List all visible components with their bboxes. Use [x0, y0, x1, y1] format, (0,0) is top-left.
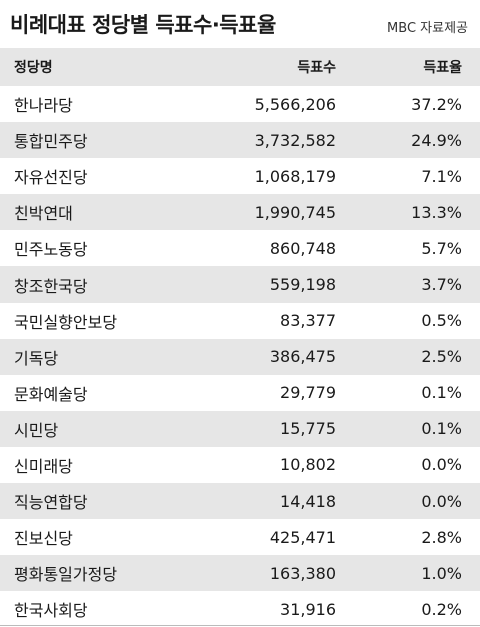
vote-rate: 24.9% — [411, 130, 462, 150]
party-name: 통합민주당 — [14, 132, 88, 152]
vote-count: 10,802 — [280, 455, 336, 475]
table-row: 국민실향안보당 83,377 0.5% — [0, 303, 480, 339]
table-row: 평화통일가정당 163,380 1.0% — [0, 555, 480, 592]
table-header-row: 정당명 득표수 득표율 — [0, 48, 480, 86]
party-name: 국민실향안보당 — [14, 312, 118, 332]
vote-rate: 0.2% — [421, 599, 462, 619]
table-row: 직능연합당 14,418 0.0% — [0, 483, 480, 520]
table-row: 민주노동당 860,748 5.7% — [0, 230, 480, 266]
party-name: 문화예술당 — [14, 384, 88, 404]
party-name: 진보신당 — [14, 529, 73, 549]
vote-rate: 5.7% — [421, 238, 462, 258]
vote-count: 14,418 — [280, 491, 336, 511]
column-header-votes: 득표수 — [297, 60, 336, 76]
vote-count: 15,775 — [280, 419, 336, 439]
table-row: 시민당 15,775 0.1% — [0, 410, 480, 447]
table-row: 통합민주당 3,732,582 24.9% — [0, 122, 480, 159]
vote-count: 425,471 — [269, 527, 336, 547]
vote-count: 163,380 — [269, 563, 336, 583]
page-title: 비례대표 정당별 득표수·득표율 — [10, 13, 276, 37]
column-header-party: 정당명 — [14, 60, 53, 76]
header: 비례대표 정당별 득표수·득표율 MBC 자료제공 — [0, 0, 480, 46]
vote-rate: 0.0% — [421, 455, 462, 475]
party-name: 친박연대 — [14, 204, 73, 224]
vote-count: 3,732,582 — [254, 130, 336, 150]
table-row: 기독당 386,475 2.5% — [0, 338, 480, 375]
table-row: 창조한국당 559,198 3.7% — [0, 266, 480, 303]
column-header-rate: 득표율 — [423, 60, 462, 76]
vote-count: 386,475 — [269, 347, 336, 367]
table-row: 문화예술당 29,779 0.1% — [0, 375, 480, 411]
party-name: 한국사회당 — [14, 601, 88, 621]
table-row: 친박연대 1,990,745 13.3% — [0, 194, 480, 231]
vote-rate: 3.7% — [421, 275, 462, 295]
vote-rate: 0.1% — [421, 419, 462, 439]
table-row: 한국사회당 31,916 0.2% — [0, 591, 480, 627]
table-row: 진보신당 425,471 2.8% — [0, 519, 480, 555]
vote-count: 559,198 — [269, 275, 336, 295]
party-name: 직능연합당 — [14, 493, 88, 513]
table-row: 신미래당 10,802 0.0% — [0, 447, 480, 483]
vote-count: 5,566,206 — [254, 94, 336, 114]
vote-rate: 37.2% — [411, 94, 462, 114]
results-table: 정당명 득표수 득표율 한나라당 5,566,206 37.2% 통합민주당 3… — [0, 48, 480, 627]
vote-count: 29,779 — [280, 383, 336, 403]
vote-count: 1,990,745 — [254, 202, 336, 222]
vote-count: 860,748 — [269, 238, 336, 258]
vote-count: 83,377 — [280, 311, 336, 331]
vote-count: 31,916 — [280, 599, 336, 619]
table-row: 자유선진당 1,068,179 7.1% — [0, 158, 480, 194]
vote-rate: 0.5% — [421, 311, 462, 331]
vote-rate: 1.0% — [421, 563, 462, 583]
party-name: 신미래당 — [14, 456, 73, 476]
vote-rate: 2.8% — [421, 527, 462, 547]
source-credit: MBC 자료제공 — [387, 21, 468, 36]
party-name: 기독당 — [14, 348, 59, 368]
party-name: 평화통일가정당 — [14, 565, 118, 585]
party-name: 창조한국당 — [14, 276, 88, 296]
vote-rate: 0.0% — [421, 491, 462, 511]
party-name: 자유선진당 — [14, 168, 88, 188]
vote-rate: 2.5% — [421, 347, 462, 367]
party-name: 시민당 — [14, 420, 59, 440]
vote-rate: 7.1% — [421, 166, 462, 186]
party-name: 한나라당 — [14, 96, 73, 116]
vote-rate: 13.3% — [411, 202, 462, 222]
party-name: 민주노동당 — [14, 240, 88, 260]
vote-count: 1,068,179 — [254, 166, 336, 186]
table-row: 한나라당 5,566,206 37.2% — [0, 86, 480, 122]
vote-rate: 0.1% — [421, 383, 462, 403]
